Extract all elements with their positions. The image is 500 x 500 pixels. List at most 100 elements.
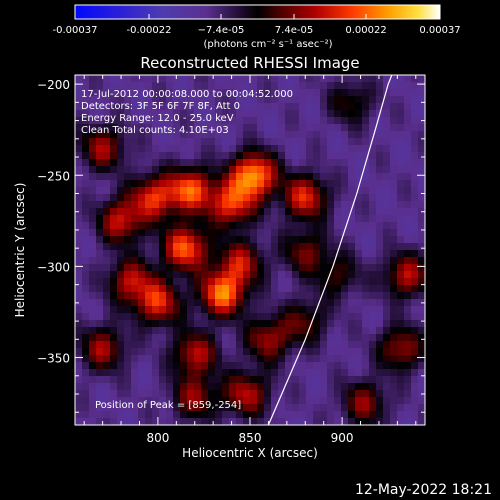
heatmap-cell [180, 313, 188, 321]
heatmap-cell [278, 201, 286, 209]
heatmap-cell [271, 334, 279, 342]
heatmap-cell [320, 369, 328, 377]
heatmap-cell [75, 341, 83, 349]
heatmap-cell [96, 180, 104, 188]
heatmap-cell [166, 362, 174, 370]
heatmap-cell [187, 271, 195, 279]
heatmap-cell [159, 103, 167, 111]
heatmap-cell [397, 411, 405, 419]
heatmap-cell [201, 250, 209, 258]
heatmap-cell [152, 89, 160, 97]
heatmap-cell [208, 264, 216, 272]
heatmap-cell [348, 215, 356, 223]
heatmap-cell [236, 117, 244, 125]
heatmap-cell [348, 334, 356, 342]
heatmap-cell [369, 390, 377, 398]
heatmap-cell [292, 229, 300, 237]
heatmap-cell [306, 355, 314, 363]
heatmap-cell [299, 250, 307, 258]
heatmap-cell [152, 180, 160, 188]
heatmap-cell [376, 306, 384, 314]
heatmap-cell [376, 362, 384, 370]
heatmap-cell [348, 166, 356, 174]
heatmap-cell [89, 404, 97, 412]
heatmap-cell [257, 355, 265, 363]
heatmap-cell [306, 138, 314, 146]
heatmap-cell [292, 341, 300, 349]
heatmap-cell [229, 215, 237, 223]
heatmap-cell [348, 82, 356, 90]
heatmap-cell [173, 306, 181, 314]
heatmap-cell [194, 362, 202, 370]
heatmap-cell [117, 124, 125, 132]
heatmap-cell [103, 173, 111, 181]
heatmap-cell [334, 383, 342, 391]
heatmap-cell [341, 138, 349, 146]
heatmap-cell [166, 75, 174, 83]
heatmap-cell [145, 138, 153, 146]
heatmap-cell [362, 418, 370, 425]
heatmap-cell [75, 159, 83, 167]
heatmap-cell [285, 264, 293, 272]
heatmap-cell [411, 320, 419, 328]
heatmap-cell [341, 152, 349, 160]
heatmap-cell [166, 369, 174, 377]
heatmap-cell [138, 229, 146, 237]
heatmap-cell [264, 404, 272, 412]
footer-timestamp: 12-May-2022 18:21 [355, 482, 492, 498]
heatmap-cell [404, 173, 412, 181]
heatmap-cell [334, 89, 342, 97]
heatmap-cell [348, 271, 356, 279]
heatmap-cell [313, 117, 321, 125]
heatmap-cell [236, 222, 244, 230]
heatmap-cell [236, 180, 244, 188]
heatmap-cell [243, 131, 251, 139]
heatmap-cell [194, 250, 202, 258]
heatmap-cell [334, 355, 342, 363]
heatmap-cell [299, 306, 307, 314]
heatmap-cell [299, 82, 307, 90]
heatmap-cell [320, 243, 328, 251]
heatmap-cell [250, 110, 258, 118]
heatmap-cell [278, 264, 286, 272]
heatmap-cell [117, 208, 125, 216]
heatmap-cell [313, 208, 321, 216]
heatmap-cell [285, 418, 293, 425]
heatmap-cell [229, 180, 237, 188]
heatmap-cell [348, 327, 356, 335]
heatmap-cell [411, 208, 419, 216]
heatmap-cell [82, 96, 90, 104]
heatmap-cell [89, 222, 97, 230]
heatmap-cell [124, 334, 132, 342]
heatmap-cell [166, 173, 174, 181]
heatmap-cell [243, 82, 251, 90]
heatmap-cell [222, 278, 230, 286]
heatmap-cell [355, 299, 363, 307]
heatmap-cell [152, 292, 160, 300]
heatmap-cell [124, 383, 132, 391]
heatmap-cell [383, 383, 391, 391]
heatmap-cell [397, 397, 405, 405]
heatmap-cell [215, 96, 223, 104]
heatmap-cell [103, 271, 111, 279]
heatmap-cell [215, 159, 223, 167]
heatmap-cell [355, 201, 363, 209]
heatmap-cell [145, 159, 153, 167]
heatmap-cell [278, 299, 286, 307]
heatmap-cell [117, 250, 125, 258]
heatmap-cell [194, 264, 202, 272]
heatmap-cell [215, 418, 223, 425]
heatmap-cell [411, 292, 419, 300]
heatmap-cell [292, 103, 300, 111]
heatmap-cell [278, 397, 286, 405]
heatmap-cell [243, 117, 251, 125]
heatmap-cell [285, 187, 293, 195]
heatmap-cell [313, 369, 321, 377]
heatmap-cell [397, 131, 405, 139]
heatmap-cell [320, 334, 328, 342]
heatmap-cell [96, 110, 104, 118]
heatmap-cell [285, 285, 293, 293]
heatmap-cell [369, 320, 377, 328]
heatmap-cell [390, 82, 398, 90]
heatmap-cell [397, 145, 405, 153]
